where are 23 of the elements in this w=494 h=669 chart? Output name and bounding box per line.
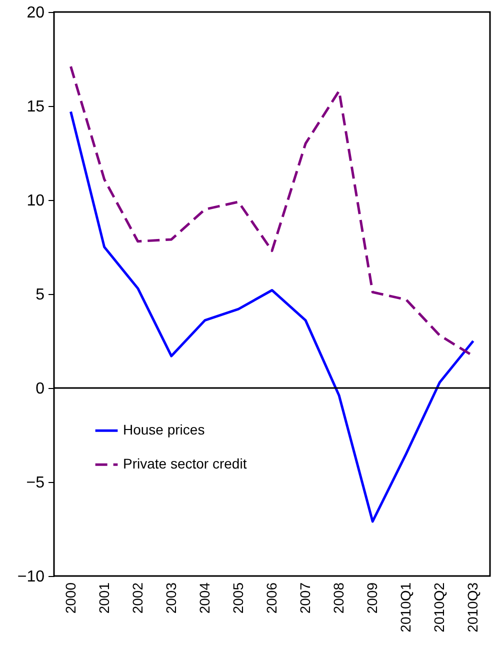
- y-tick-label: 5: [36, 286, 45, 304]
- x-tick-label: 2001: [96, 582, 112, 614]
- x-tick-label: 2009: [364, 582, 380, 614]
- line-series: [70, 110, 474, 523]
- x-tick-label: 2005: [230, 582, 246, 614]
- y-tick-label: 10: [26, 192, 45, 210]
- x-tick-label: 2008: [330, 582, 347, 614]
- y-tick-label: 15: [26, 98, 45, 116]
- y-tick-label: 20: [26, 4, 45, 22]
- x-tick-label: 2007: [297, 582, 314, 614]
- x-tick-label: 2000: [62, 582, 78, 614]
- x-tick-label: 2010Q3: [464, 582, 481, 632]
- x-tick-label: 2002: [129, 582, 146, 614]
- y-tick-label: −5: [26, 474, 45, 492]
- x-tick-label: 2006: [264, 582, 280, 614]
- legend-label: Private sector credit: [123, 456, 247, 472]
- x-tick-label: 2010Q1: [398, 582, 414, 632]
- x-tick-label: 2010Q2: [431, 582, 448, 632]
- legend-label: House prices: [123, 422, 205, 438]
- x-tick-label: 2003: [162, 582, 179, 614]
- y-tick-label: 0: [36, 380, 45, 398]
- y-tick-label: −10: [17, 568, 45, 586]
- x-tick-label: 2004: [196, 582, 212, 614]
